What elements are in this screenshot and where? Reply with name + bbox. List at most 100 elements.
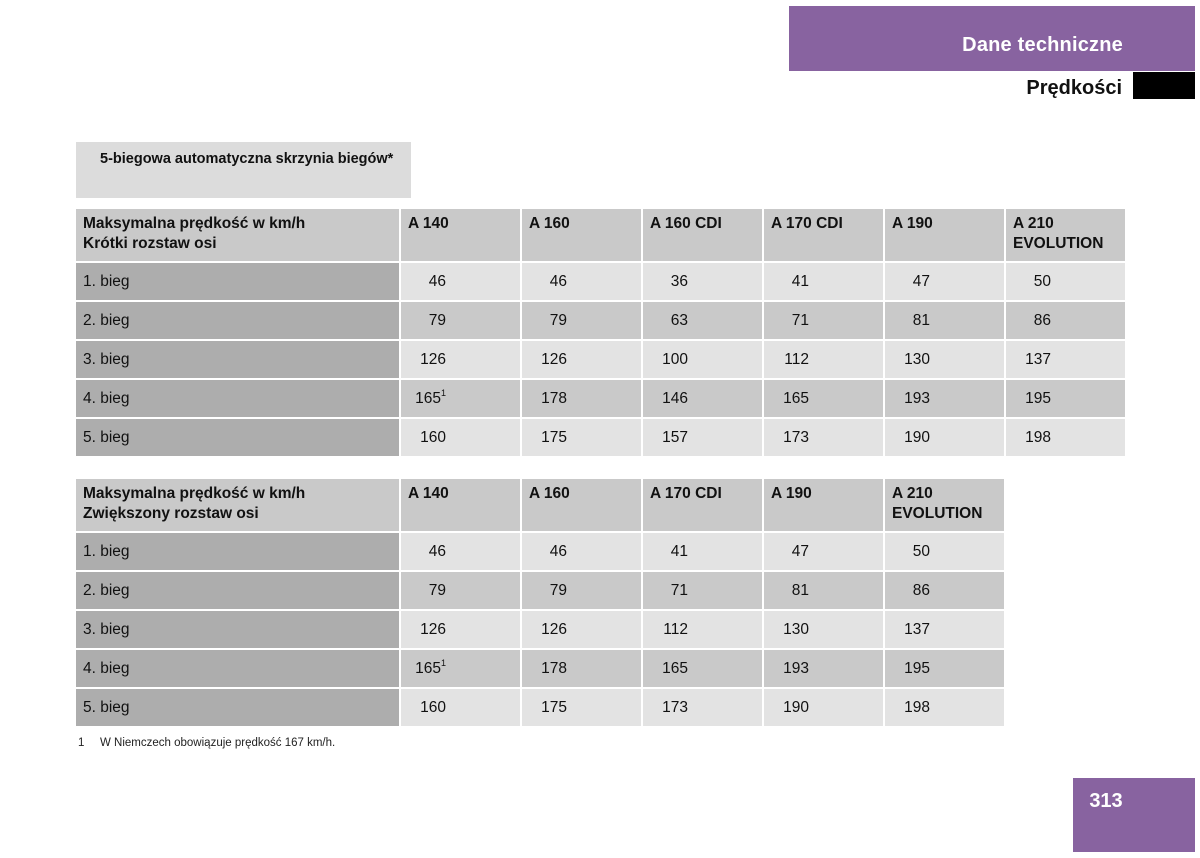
speed-value: 190 <box>904 428 930 446</box>
table-row: 5. bieg 160 175 157 173 190 198 <box>76 419 1125 456</box>
speed-value: 146 <box>662 389 688 407</box>
speed-value: 178 <box>541 389 567 407</box>
gear-label: 5. bieg <box>76 419 399 456</box>
table-row: 5. bieg 160 175 173 190 198 <box>76 689 1004 726</box>
wheelbase-label: Zwiększony rozstaw osi <box>83 505 259 522</box>
speed-value-cell: 175 <box>522 419 641 456</box>
speed-value-cell: 86 <box>1006 302 1125 339</box>
speed-value-cell: 46 <box>522 533 641 570</box>
speed-value: 130 <box>904 350 930 368</box>
speed-value: 173 <box>783 428 809 446</box>
speed-value-cell: 1651 <box>401 650 520 687</box>
gear-label: 2. bieg <box>76 302 399 339</box>
footnote-mark: 1 <box>440 657 446 668</box>
table-body: 1. bieg 46 46 41 47 50 2. bieg 79 79 71 81 86 3. bie… <box>76 533 1004 726</box>
speed-value-cell: 46 <box>522 263 641 300</box>
speed-value-cell: 126 <box>401 611 520 648</box>
speed-value: 165 <box>415 660 441 678</box>
speed-value-cell: 157 <box>643 419 762 456</box>
speed-value: 112 <box>784 350 809 368</box>
speed-value: 126 <box>541 350 567 368</box>
speed-header-line: Maksymalna prędkość w km/h <box>83 215 306 232</box>
speed-value-cell: 190 <box>885 419 1004 456</box>
speed-value-cell: 36 <box>643 263 762 300</box>
speed-value-cell: 126 <box>522 341 641 378</box>
speed-value: 130 <box>783 620 809 638</box>
speed-value: 126 <box>420 620 446 638</box>
speed-value-cell: 50 <box>885 533 1004 570</box>
speed-value-cell: 50 <box>1006 263 1125 300</box>
speed-value: 160 <box>420 698 446 716</box>
speed-value: 81 <box>791 581 809 599</box>
speed-value: 46 <box>428 542 446 560</box>
speed-value-cell: 160 <box>401 419 520 456</box>
speed-value: 63 <box>670 311 688 329</box>
speed-value-cell: 41 <box>764 263 883 300</box>
speed-value: 46 <box>549 272 567 290</box>
speed-value-cell: 195 <box>885 650 1004 687</box>
speed-value-cell: 173 <box>764 419 883 456</box>
table-body: 1. bieg 46 46 36 41 47 50 2. bieg 79 79 63 71 81 86 3.… <box>76 263 1125 456</box>
speed-value: 190 <box>783 698 809 716</box>
model-header: A 190 <box>764 479 883 531</box>
speed-value-cell: 47 <box>885 263 1004 300</box>
speed-value-cell: 79 <box>522 302 641 339</box>
model-header: A 160 <box>522 209 641 261</box>
speed-value: 193 <box>783 659 809 677</box>
table-head: Maksymalna prędkość w km/h Krótki rozstaw… <box>76 209 1125 261</box>
model-header: A 160 CDI <box>643 209 762 261</box>
wheelbase-label: Krótki rozstaw osi <box>83 235 217 252</box>
speed-value-cell: 46 <box>401 533 520 570</box>
speed-value-cell: 112 <box>764 341 883 378</box>
speed-value: 81 <box>912 311 930 329</box>
model-header: A 190 <box>885 209 1004 261</box>
page-subheading: Prędkości <box>1026 77 1122 99</box>
speed-value: 41 <box>670 542 688 560</box>
speed-value: 79 <box>549 311 567 329</box>
speed-value: 173 <box>662 698 688 716</box>
speed-value-cell: 198 <box>1006 419 1125 456</box>
speed-value: 50 <box>1033 272 1051 290</box>
gear-label: 4. bieg <box>76 650 399 687</box>
speed-value: 126 <box>420 350 446 368</box>
speed-value-cell: 178 <box>522 380 641 417</box>
speed-value: 193 <box>904 389 930 407</box>
speed-value-cell: 46 <box>401 263 520 300</box>
speed-value: 50 <box>912 542 930 560</box>
speed-value-cell: 79 <box>401 572 520 609</box>
speed-value-cell: 1651 <box>401 380 520 417</box>
speed-value: 47 <box>912 272 930 290</box>
section-title: Dane techniczne <box>962 34 1123 56</box>
speed-value-cell: 190 <box>764 689 883 726</box>
speed-value: 86 <box>1033 311 1051 329</box>
speed-value-cell: 175 <box>522 689 641 726</box>
table-row: 2. bieg 79 79 71 81 86 <box>76 572 1004 609</box>
speed-value: 198 <box>1025 428 1051 446</box>
speed-value-cell: 81 <box>764 572 883 609</box>
speed-value: 175 <box>541 698 567 716</box>
speed-value: 46 <box>428 272 446 290</box>
speed-value: 160 <box>420 428 446 446</box>
table-row: 2. bieg 79 79 63 71 81 86 <box>76 302 1125 339</box>
speed-value-cell: 130 <box>764 611 883 648</box>
speed-value: 71 <box>670 581 688 599</box>
footnote: 1 W Niemczech obowiązuje prędkość 167 km/… <box>78 737 335 749</box>
speed-value: 165 <box>662 659 688 677</box>
speed-value-cell: 137 <box>1006 341 1125 378</box>
gear-label: 5. bieg <box>76 689 399 726</box>
speed-value: 100 <box>662 350 688 368</box>
speed-value: 47 <box>791 542 809 560</box>
speed-value-cell: 112 <box>643 611 762 648</box>
speed-value-cell: 100 <box>643 341 762 378</box>
table-head: Maksymalna prędkość w km/h Zwiększony roz… <box>76 479 1004 531</box>
speed-table-short-wheelbase: Maksymalna prędkość w km/h Krótki rozstaw… <box>76 209 1125 456</box>
model-header: A 170 CDI <box>764 209 883 261</box>
speed-table: Maksymalna prędkość w km/h Zwiększony roz… <box>74 477 1006 728</box>
speed-value: 79 <box>549 581 567 599</box>
speed-value: 41 <box>791 272 809 290</box>
gear-label: 2. bieg <box>76 572 399 609</box>
speed-value: 195 <box>1025 389 1051 407</box>
speed-value: 165 <box>415 390 441 408</box>
speed-value-cell: 165 <box>643 650 762 687</box>
speed-value: 137 <box>904 620 930 638</box>
